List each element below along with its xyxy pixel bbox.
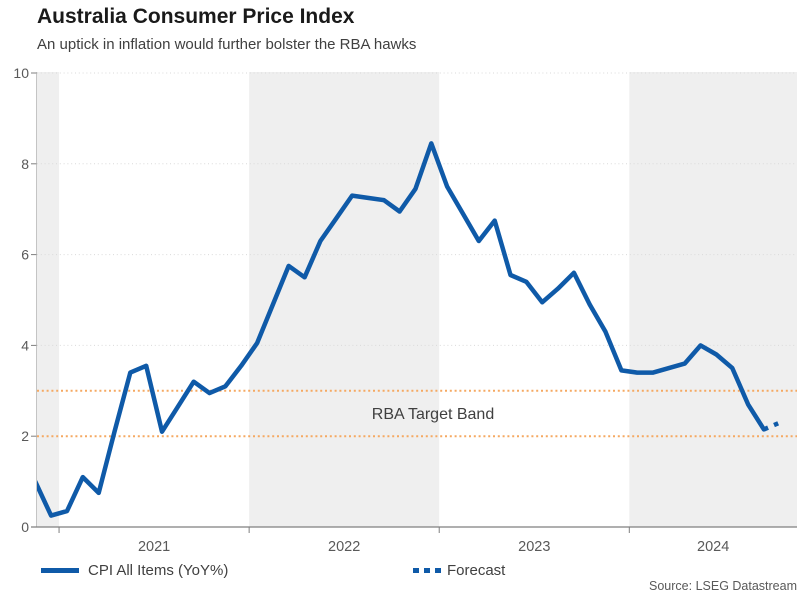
- x-tick-label: 2024: [697, 539, 729, 555]
- page-title: Australia Consumer Price Index: [37, 5, 355, 28]
- page-subtitle: An uptick in inflation would further bol…: [37, 36, 417, 53]
- forecast-line: [763, 420, 781, 432]
- cpi-line: [37, 141, 767, 518]
- year-shade-band-2024: [629, 72, 797, 527]
- y-tick-label: 8: [21, 156, 29, 172]
- legend-cpi-label: CPI All Items (YoY%): [88, 561, 229, 579]
- x-tick-label: 2022: [328, 539, 360, 555]
- y-tick-label: 10: [13, 65, 29, 81]
- x-tick-label: 2023: [518, 539, 550, 555]
- legend-item-cpi: CPI All Items (YoY%): [41, 561, 229, 579]
- target-band-label: RBA Target Band: [372, 406, 494, 423]
- legend-item-forecast: Forecast: [413, 561, 506, 579]
- year-shade-band-2020: [37, 72, 60, 527]
- x-tick-label: 2021: [138, 539, 170, 555]
- y-tick-label: 0: [21, 519, 29, 535]
- source-note: Source: LSEG Datastream: [649, 579, 797, 593]
- forecast-dots-swatch-icon: [413, 567, 441, 573]
- y-tick-label: 2: [21, 428, 29, 444]
- legend-forecast-label: Forecast: [447, 561, 506, 579]
- year-shade-band-2022: [249, 72, 440, 527]
- cpi-line-swatch-icon: [41, 567, 79, 573]
- y-tick-label: 6: [21, 247, 29, 263]
- y-tick-label: 4: [21, 337, 29, 353]
